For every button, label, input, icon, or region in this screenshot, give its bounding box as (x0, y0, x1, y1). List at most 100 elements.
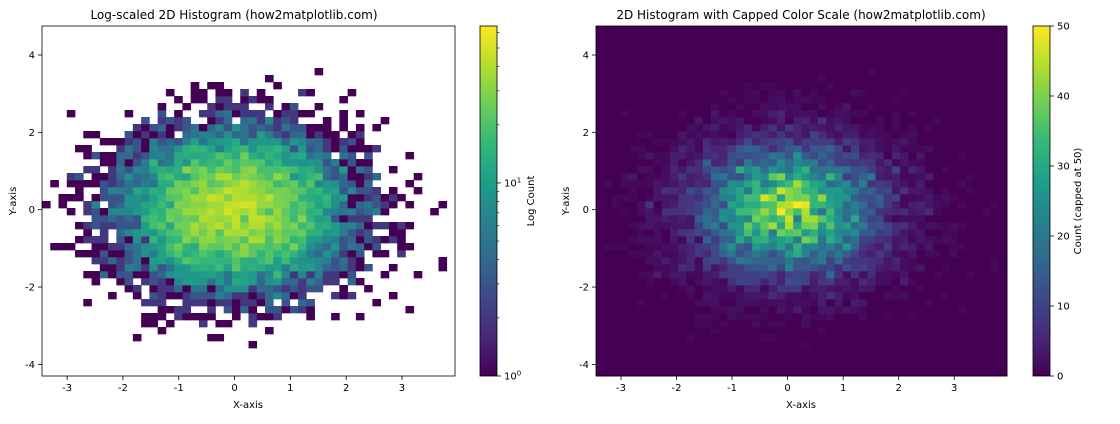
heatmap-cell (957, 264, 967, 272)
heatmap-cell (998, 166, 1008, 174)
heatmap-cell (850, 159, 860, 167)
heatmap-cell (124, 110, 134, 118)
heatmap-cell (875, 215, 885, 223)
heatmap-cell (165, 159, 175, 167)
heatmap-cell (809, 40, 819, 48)
heatmap-cell (867, 355, 876, 363)
heatmap-cell (711, 68, 720, 76)
heatmap-cell (207, 110, 216, 118)
heatmap-cell (198, 313, 208, 321)
heatmap-cell (982, 152, 991, 160)
heatmap-cell (743, 131, 753, 139)
heatmap-cell (941, 110, 950, 118)
heatmap-cell (596, 229, 605, 237)
heatmap-cell (883, 236, 893, 244)
heatmap-cell (801, 54, 811, 62)
heatmap-cell (339, 124, 348, 132)
heatmap-cell (637, 138, 646, 146)
heatmap-cell (149, 250, 158, 258)
heatmap-cell (388, 201, 398, 209)
heatmap-cell (628, 124, 638, 132)
heatmap-cell (661, 362, 671, 370)
heatmap-cell (817, 201, 827, 209)
heatmap-cell (149, 271, 158, 279)
heatmap-cell (933, 264, 942, 272)
heatmap-cell (215, 285, 225, 293)
heatmap-cell (289, 173, 299, 181)
heatmap-cell (834, 96, 843, 104)
heatmap-cell (867, 257, 876, 265)
heatmap-cell (322, 124, 332, 132)
heatmap-cell (637, 166, 646, 174)
heatmap-cell (314, 103, 324, 111)
heatmap-cell (256, 159, 266, 167)
heatmap-cell (760, 271, 769, 279)
heatmap-cell (215, 271, 225, 279)
heatmap-cell (604, 103, 613, 111)
heatmap-cell (116, 229, 125, 237)
heatmap-cell (982, 285, 991, 293)
heatmap-cell (355, 180, 365, 188)
heatmap-cell (604, 166, 613, 174)
heatmap-cell (298, 187, 307, 195)
heatmap-cell (174, 173, 183, 181)
heatmap-cell (248, 138, 258, 146)
heatmap-cell (116, 250, 125, 258)
heatmap-cell (711, 271, 720, 279)
heatmap-cell (620, 103, 630, 111)
heatmap-cell (653, 180, 663, 188)
heatmap-cell (686, 341, 695, 349)
heatmap-cell (883, 257, 893, 265)
heatmap-cell (974, 75, 983, 83)
heatmap-cell (752, 75, 761, 83)
heatmap-cell (859, 327, 868, 335)
heatmap-cell (711, 138, 720, 146)
heatmap-cell (883, 327, 893, 335)
heatmap-cell (645, 173, 654, 181)
heatmap-cell (645, 152, 654, 160)
heatmap-cell (198, 320, 208, 328)
heatmap-cell (331, 166, 340, 174)
heatmap-cell (768, 40, 778, 48)
heatmap-cell (289, 187, 299, 195)
heatmap-cell (924, 369, 934, 377)
heatmap-cell (612, 152, 622, 160)
heatmap-cell (743, 61, 753, 69)
heatmap-cell (604, 145, 613, 153)
heatmap-cell (867, 145, 876, 153)
heatmap-cell (223, 299, 233, 307)
heatmap-cell (281, 250, 291, 258)
heatmap-cell (289, 229, 299, 237)
heatmap-cell (760, 166, 769, 174)
heatmap-cell (949, 26, 959, 34)
heatmap-cell (620, 292, 630, 300)
heatmap-cell (108, 201, 117, 209)
heatmap-cell (900, 257, 909, 265)
heatmap-cell (916, 348, 926, 356)
heatmap-cell (719, 292, 728, 300)
heatmap-cell (949, 159, 959, 167)
heatmap-cell (604, 292, 613, 300)
heatmap-cell (149, 215, 158, 223)
heatmap-cell (661, 222, 671, 230)
heatmap-cell (850, 208, 860, 216)
heatmap-cell (265, 96, 274, 104)
heatmap-cell (982, 194, 991, 202)
heatmap-cell (694, 215, 704, 223)
heatmap-cell (99, 271, 109, 279)
heatmap-cell (768, 355, 778, 363)
heatmap-cell (678, 131, 687, 139)
heatmap-cell (231, 306, 241, 314)
heatmap-cell (998, 194, 1008, 202)
heatmap-cell (842, 145, 852, 153)
heatmap-cell (826, 117, 835, 125)
heatmap-cell (355, 173, 365, 181)
heatmap-cell (397, 250, 406, 258)
heatmap-cell (694, 40, 704, 48)
heatmap-cell (768, 110, 778, 118)
heatmap-cell (628, 243, 638, 251)
heatmap-cell (826, 292, 835, 300)
heatmap-cell (990, 243, 1000, 251)
heatmap-cell (974, 26, 983, 34)
